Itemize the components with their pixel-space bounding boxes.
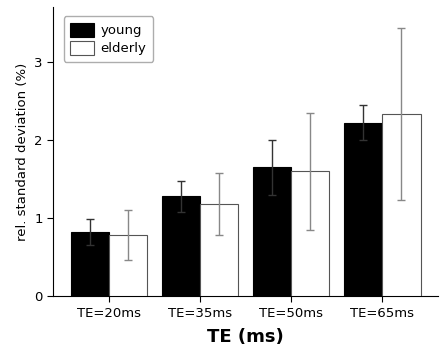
Bar — [382, 114, 421, 296]
Legend: young, elderly: young, elderly — [64, 17, 153, 62]
Y-axis label: rel. standard deviation (%): rel. standard deviation (%) — [16, 62, 29, 241]
Bar — [291, 171, 329, 296]
Bar — [162, 196, 200, 296]
Bar — [344, 123, 382, 296]
X-axis label: TE (ms): TE (ms) — [207, 328, 284, 346]
Bar — [253, 167, 291, 296]
Bar — [71, 232, 109, 296]
Bar — [200, 204, 239, 296]
Bar — [109, 235, 147, 296]
